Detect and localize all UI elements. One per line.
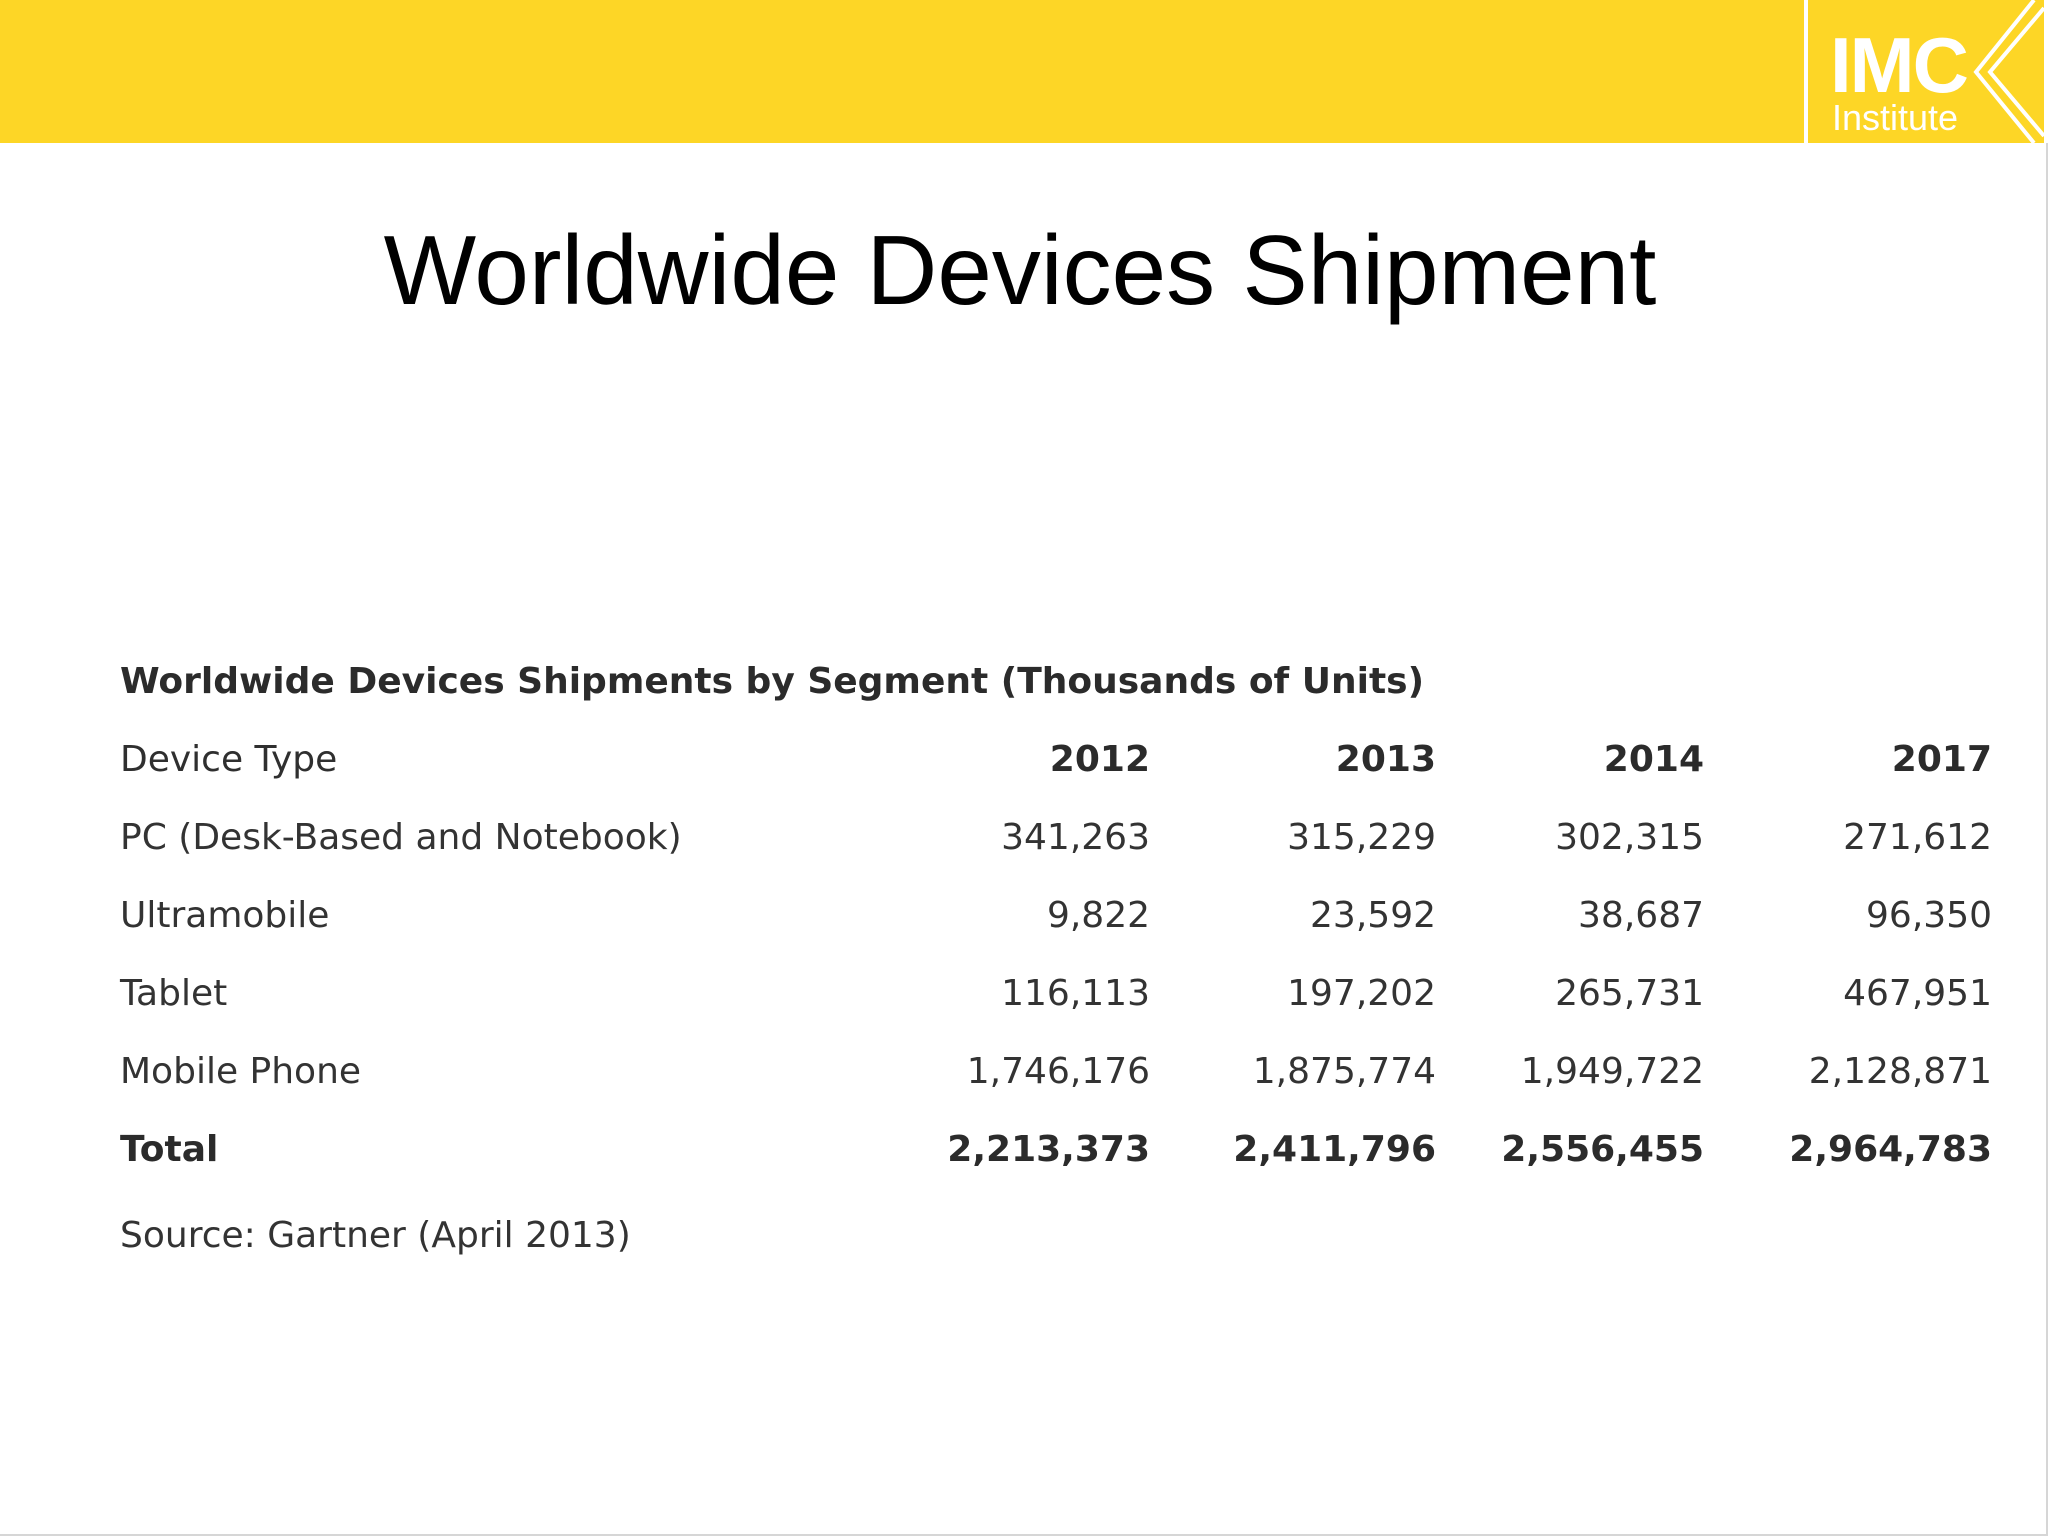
total-2017-value: 2,964,783	[1789, 1129, 1992, 1170]
mobile-phone-2012-value: 1,746,176	[966, 1051, 1150, 1092]
tablet-2014-value: 265,731	[1555, 973, 1704, 1014]
logo-chevron-icon	[1973, 0, 2044, 143]
row-label-mobile-phone: Mobile Phone	[120, 1051, 362, 1092]
table-row: Ultramobile 9,822 23,592 38,687 96,350	[120, 894, 1992, 972]
row-label-total: Total	[120, 1129, 219, 1170]
tablet-2012-value: 116,113	[1001, 973, 1150, 1014]
table-total-row: Total 2,213,373 2,411,796 2,556,455 2,96…	[120, 1128, 1992, 1206]
mobile-phone-2013-value: 1,875,774	[1252, 1051, 1436, 1092]
row-label-pc: PC (Desk-Based and Notebook)	[120, 817, 682, 858]
mobile-phone-2014-value: 1,949,722	[1520, 1051, 1704, 1092]
row-label-ultramobile: Ultramobile	[120, 895, 330, 936]
header-year-2014: 2014	[1603, 739, 1704, 780]
pc-2014-value: 302,315	[1555, 817, 1704, 858]
table-header-row: Device Type 2012 2013 2014 2017	[120, 738, 1992, 816]
table-row: PC (Desk-Based and Notebook) 341,263 315…	[120, 816, 1992, 894]
page-title: Worldwide Devices Shipment	[383, 215, 1657, 325]
header-device-type: Device Type	[120, 739, 338, 780]
ultramobile-2017-value: 96,350	[1866, 895, 1992, 936]
table-caption: Worldwide Devices Shipments by Segment (…	[120, 661, 1425, 702]
logo-wordmark-imc: IMC	[1830, 21, 1969, 109]
header-year-2012: 2012	[1049, 739, 1150, 780]
table-row: Mobile Phone 1,746,176 1,875,774 1,949,7…	[120, 1050, 1992, 1128]
total-2014-value: 2,556,455	[1501, 1129, 1704, 1170]
ultramobile-2012-value: 9,822	[1046, 895, 1150, 936]
tablet-2013-value: 197,202	[1287, 973, 1436, 1014]
shipment-table: Worldwide Devices Shipments by Segment (…	[120, 660, 1992, 1280]
total-2012-value: 2,213,373	[947, 1129, 1150, 1170]
total-2013-value: 2,411,796	[1233, 1129, 1436, 1170]
mobile-phone-2017-value: 2,128,871	[1808, 1051, 1992, 1092]
header-year-2017: 2017	[1891, 739, 1992, 780]
pc-2012-value: 341,263	[1001, 817, 1150, 858]
logo-panel: IMC Institute	[1808, 0, 2044, 143]
ultramobile-2013-value: 23,592	[1310, 895, 1436, 936]
tablet-2017-value: 467,951	[1843, 973, 1992, 1014]
logo-wordmark-institute: Institute	[1832, 97, 1959, 138]
ultramobile-2014-value: 38,687	[1578, 895, 1704, 936]
source-note: Source: Gartner (April 2013)	[120, 1215, 631, 1256]
row-label-tablet: Tablet	[120, 973, 228, 1014]
table-row: Tablet 116,113 197,202 265,731 467,951	[120, 972, 1992, 1050]
pc-2013-value: 315,229	[1287, 817, 1436, 858]
imc-institute-logo: IMC Institute	[1804, 0, 2048, 143]
header-year-2013: 2013	[1335, 739, 1436, 780]
pc-2017-value: 271,612	[1843, 817, 1992, 858]
top-banner	[0, 0, 1804, 143]
